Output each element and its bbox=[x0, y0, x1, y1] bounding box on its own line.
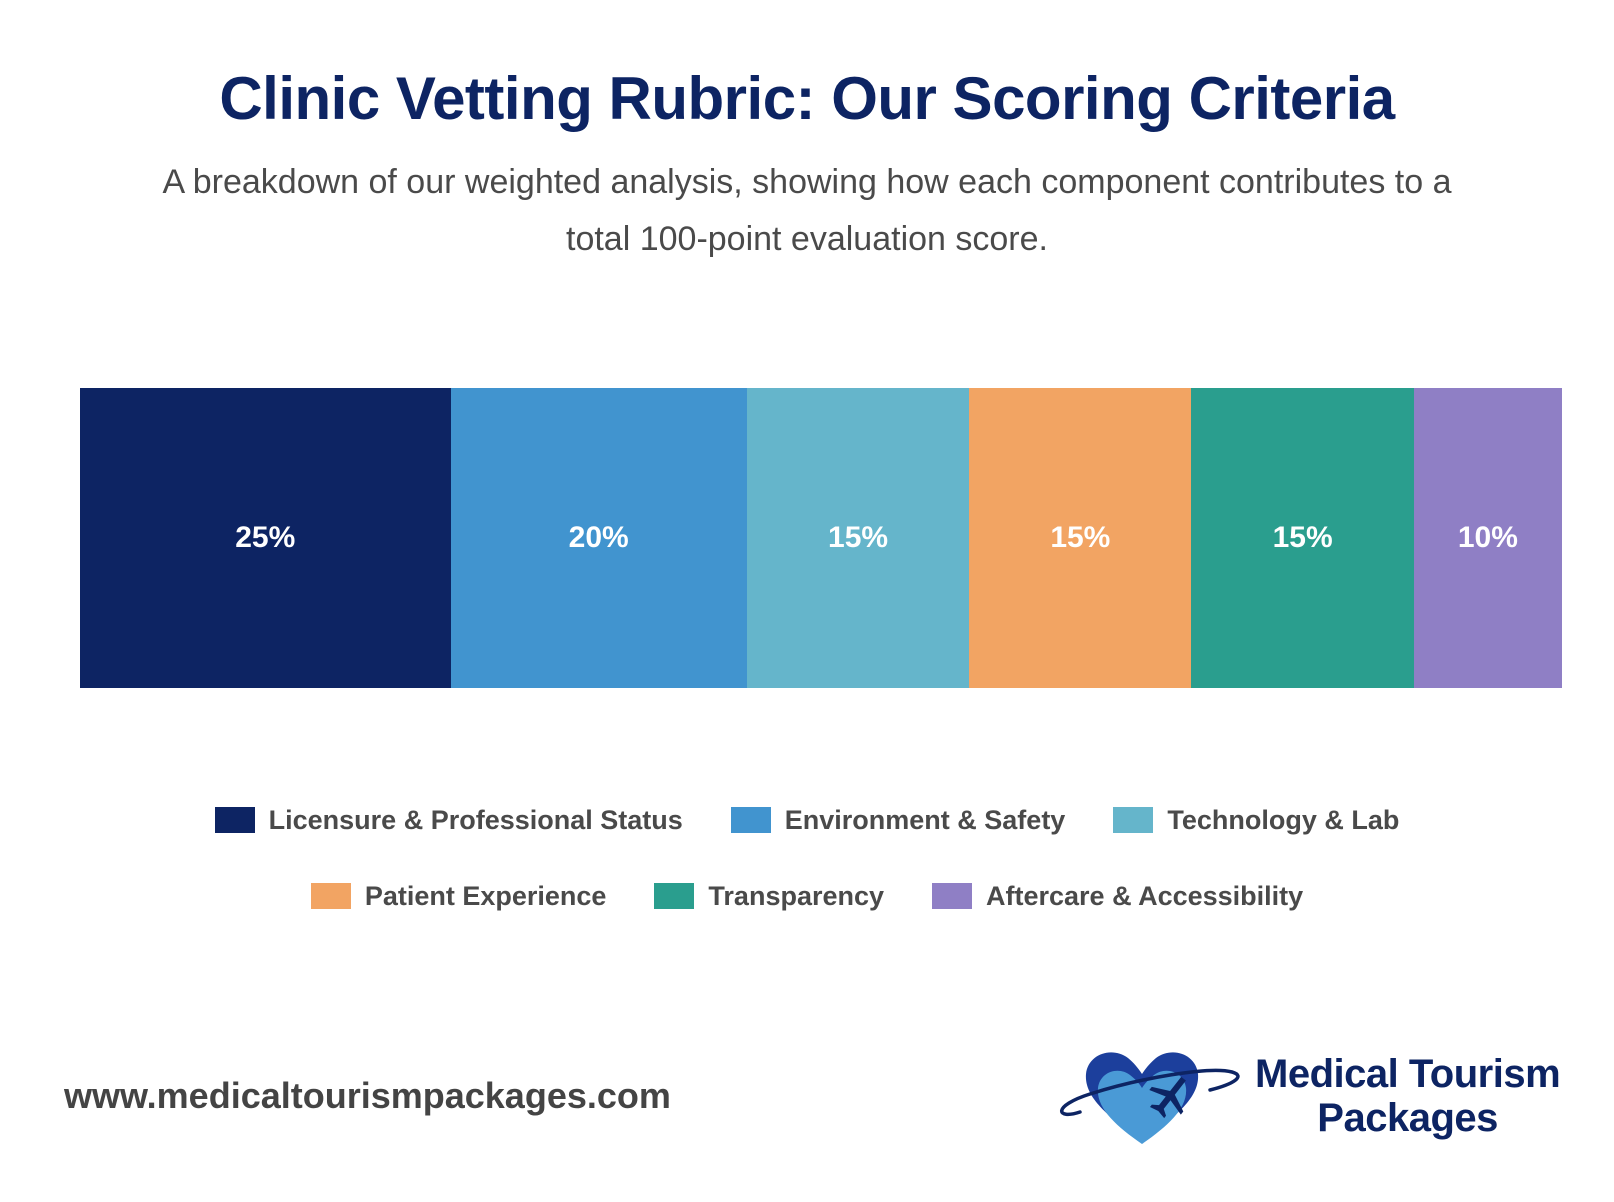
bar-value-label: 15% bbox=[828, 521, 889, 554]
brand-line-1: Medical Tourism bbox=[1255, 1052, 1561, 1096]
stacked-bar-chart: 25% 20% 15% 15% 15% 10% bbox=[80, 388, 1562, 688]
bar-segment-6: 10% bbox=[1413, 388, 1562, 688]
legend-swatch bbox=[932, 883, 973, 909]
legend-item: Aftercare & Accessibility bbox=[932, 881, 1303, 912]
bar-segment-2: 20% bbox=[450, 388, 747, 688]
legend-item: Licensure & Professional Status bbox=[214, 804, 683, 836]
legend-row: Patient Experience Transparency Aftercare … bbox=[0, 876, 1614, 916]
legend-label: Aftercare & Accessibility bbox=[986, 880, 1304, 911]
bar-value-label: 25% bbox=[235, 521, 296, 554]
legend-swatch bbox=[654, 883, 695, 909]
brand-line-2: Packages bbox=[1317, 1096, 1498, 1140]
legend-swatch bbox=[1113, 807, 1154, 833]
legend-label: Licensure & Professional Status bbox=[268, 804, 683, 835]
brand-logo: Medical Tourism Packages bbox=[1050, 1040, 1570, 1150]
page-title: Clinic Vetting Rubric: Our Scoring Crite… bbox=[219, 65, 1395, 132]
legend-swatch bbox=[214, 807, 255, 833]
legend-item: Transparency bbox=[654, 881, 884, 912]
chart-legend: Licensure & Professional Status Environme… bbox=[0, 800, 1614, 952]
legend-label: Patient Experience bbox=[364, 880, 607, 911]
heart-airplane-icon bbox=[1060, 1052, 1240, 1144]
legend-item: Environment & Safety bbox=[730, 804, 1066, 836]
bar-value-label: 10% bbox=[1457, 521, 1518, 554]
legend-label: Technology & Lab bbox=[1167, 804, 1400, 835]
page-subtitle: A breakdown of our weighted analysis, sh… bbox=[162, 163, 1452, 258]
website-url[interactable]: www.medicaltourismpackages.com bbox=[64, 1075, 671, 1116]
bar-value-label: 15% bbox=[1272, 521, 1333, 554]
legend-label: Transparency bbox=[708, 880, 885, 911]
legend-row: Licensure & Professional Status Environme… bbox=[0, 800, 1614, 840]
legend-swatch bbox=[730, 807, 771, 833]
bar-value-label: 20% bbox=[568, 521, 629, 554]
legend-item: Patient Experience bbox=[310, 880, 607, 912]
legend-item: Technology & Lab bbox=[1113, 805, 1399, 836]
bar-value-label: 15% bbox=[1050, 521, 1111, 554]
brand-name: Medical Tourism Packages bbox=[1255, 1052, 1561, 1140]
bar-segment-3: 15% bbox=[746, 388, 970, 688]
legend-label: Environment & Safety bbox=[784, 804, 1066, 835]
bar-segment-1: 25% bbox=[80, 388, 451, 688]
legend-swatch bbox=[310, 883, 351, 909]
bar-segment-5: 15% bbox=[1191, 388, 1414, 688]
bar-segment-4: 15% bbox=[969, 388, 1192, 688]
